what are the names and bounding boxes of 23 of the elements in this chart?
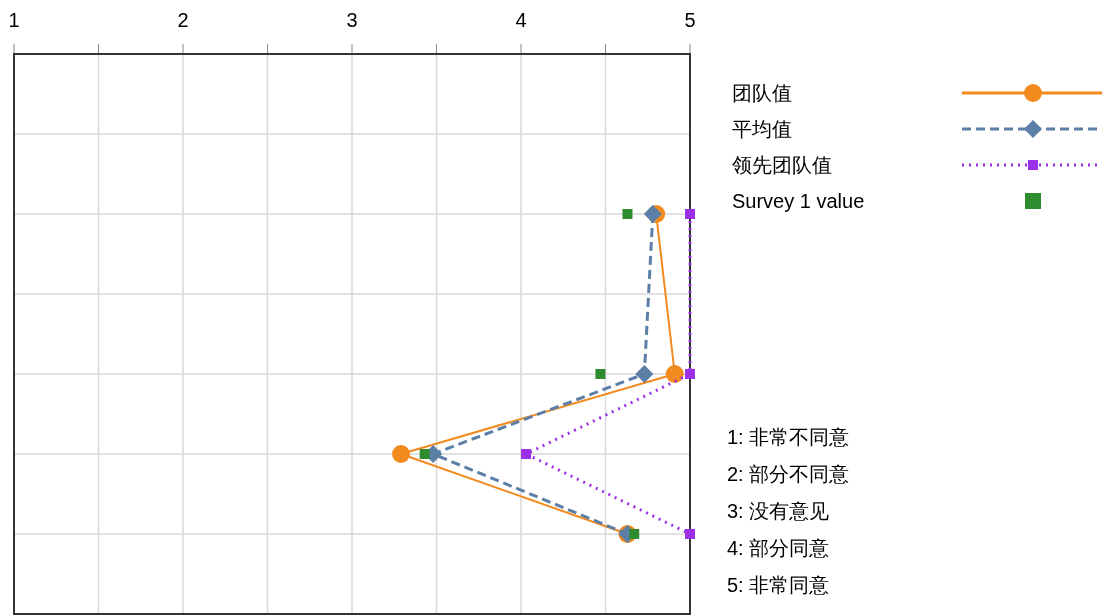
text: 5: 非常同意: [727, 574, 830, 596]
text: 4: 部分同意: [727, 537, 830, 559]
point: [622, 209, 633, 219]
point: [643, 205, 662, 223]
text: 2: 部分不同意: [727, 463, 850, 485]
x-tick-label: 1: [8, 9, 20, 31]
point: [419, 449, 430, 459]
point: [665, 365, 684, 383]
x-tick-label: 4: [515, 9, 527, 31]
point: [629, 529, 640, 539]
point: [635, 365, 654, 383]
text: 3: 没有意见: [727, 500, 830, 522]
x-tick-label: 2: [177, 9, 189, 31]
point: [685, 209, 695, 219]
x-tick-label: 3: [346, 9, 358, 31]
text: 1: 非常不同意: [727, 426, 850, 448]
point: [521, 449, 532, 459]
point: [685, 529, 695, 539]
point: [685, 369, 695, 379]
point: [392, 445, 411, 463]
point: [595, 369, 606, 379]
legend: 团队值 平均值 领先团队值 Survey 1 value: [732, 82, 1102, 212]
x-tick-label: 5: [684, 9, 696, 31]
